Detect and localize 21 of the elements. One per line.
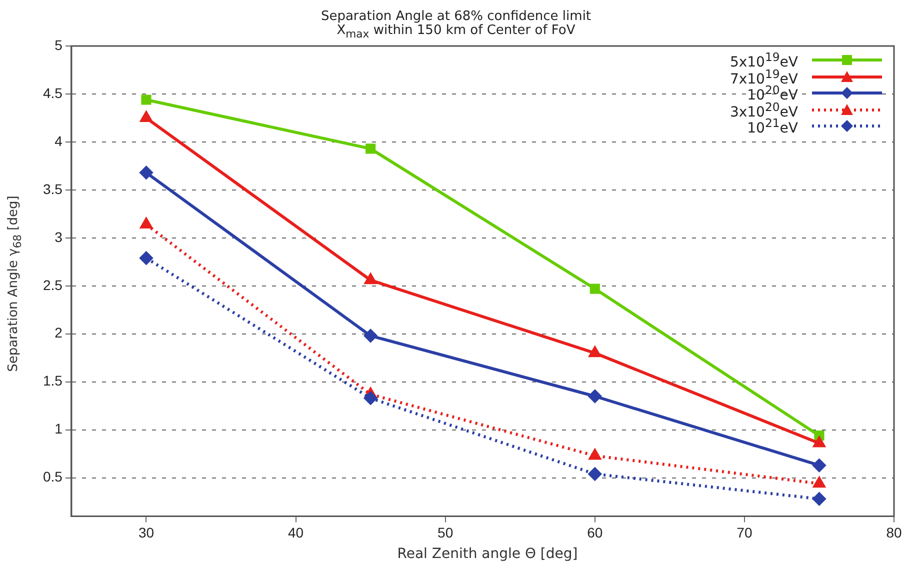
x-tick-label: 70 (736, 524, 752, 540)
x-tick-label: 50 (438, 524, 454, 540)
y-tick-label: 3 (54, 228, 63, 245)
y-tick-label: 4 (54, 132, 63, 149)
x-tick-label: 40 (288, 524, 304, 540)
y-tick-label: 2 (54, 324, 63, 341)
x-axis-title: Real Zenith angle Θ [deg] (396, 546, 579, 562)
x-tick-label: 80 (886, 524, 902, 540)
y-tick-label: 5 (54, 36, 63, 53)
y-tick-label: 1 (54, 420, 63, 437)
y-tick-label: 0.5 (42, 468, 63, 485)
x-tick-label: 60 (587, 524, 603, 540)
y-tick-label: 4.5 (42, 84, 63, 101)
y-tick-label: 3.5 (42, 180, 63, 197)
chart-subtitle: X$_{max}$ within 150 km of Center of FoV (336, 23, 576, 41)
legend-label: 10$^{21}$eV (747, 116, 798, 137)
legend-label: 5x10$^{19}$eV (730, 49, 798, 71)
y-tick-label: 1.5 (42, 372, 63, 389)
x-tick-label: 30 (138, 524, 154, 540)
chart-title: Separation Angle at 68% confidence limit (320, 9, 592, 24)
y-tick-label: 2.5 (42, 276, 63, 293)
